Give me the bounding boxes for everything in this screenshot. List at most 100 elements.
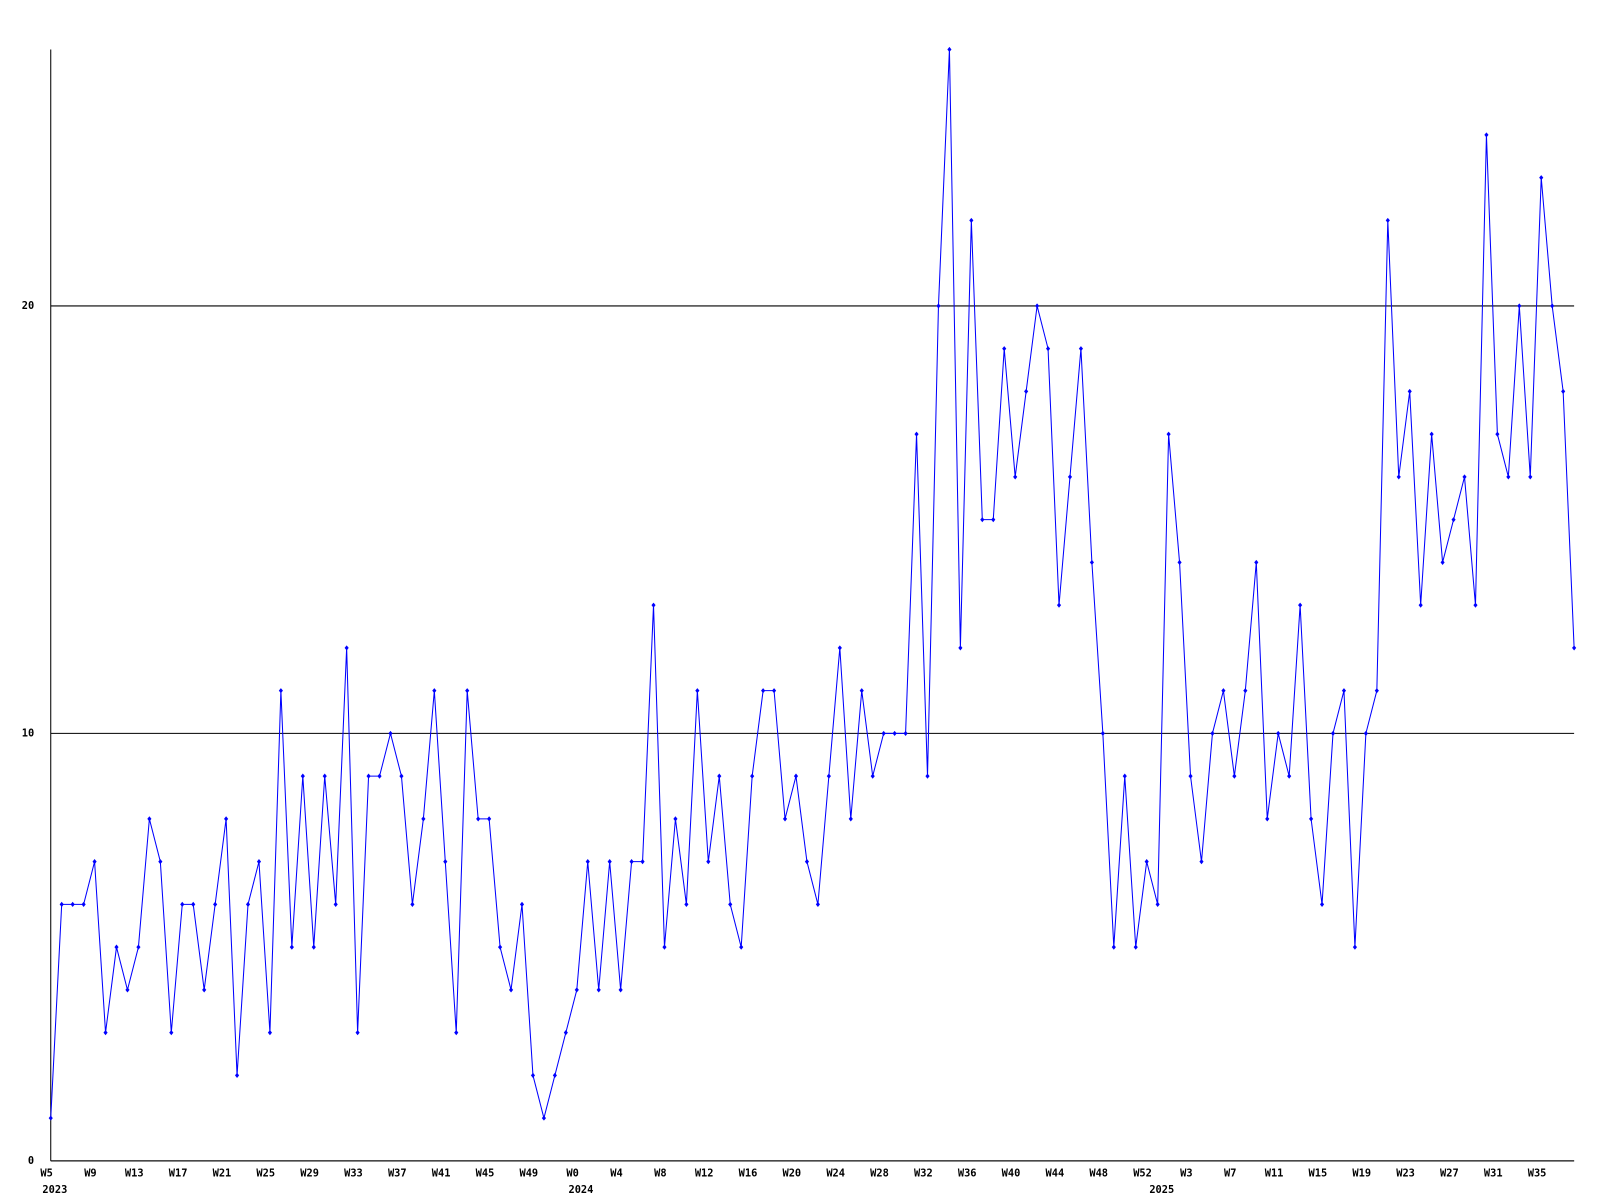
x-tick-label: W20: [783, 1167, 802, 1179]
data-point: [454, 1030, 459, 1036]
data-point: [333, 901, 338, 907]
data-point: [651, 602, 656, 608]
data-point: [728, 901, 733, 907]
x-tick-label: W17: [169, 1167, 188, 1179]
x-tick-label: W29: [300, 1167, 319, 1179]
data-point: [399, 773, 404, 779]
data-point: [991, 517, 996, 523]
x-tick-label: W0: [566, 1167, 578, 1179]
data-point: [476, 816, 481, 822]
data-point: [563, 1030, 568, 1036]
x-tick-label: W44: [1046, 1167, 1065, 1179]
data-point: [1210, 730, 1215, 736]
data-point: [892, 730, 897, 736]
x-year-label: 2025: [1149, 1184, 1174, 1196]
data-point: [1451, 517, 1456, 523]
data-point: [432, 688, 437, 694]
data-point: [1089, 559, 1094, 565]
data-point: [1111, 944, 1116, 950]
data-point: [618, 987, 623, 993]
y-tick-label: 0: [28, 1155, 34, 1167]
data-point: [1495, 431, 1500, 437]
data-point: [1100, 730, 1105, 736]
x-tick-label: W12: [695, 1167, 714, 1179]
data-point: [596, 987, 601, 993]
data-point: [1352, 944, 1357, 950]
data-point: [947, 46, 952, 53]
data-point: [1122, 773, 1127, 779]
data-point: [925, 773, 930, 779]
x-tick-label: W11: [1265, 1167, 1284, 1179]
data-point: [552, 1072, 557, 1078]
data-point: [859, 688, 864, 694]
data-point: [837, 645, 842, 651]
x-tick-label: W40: [1002, 1167, 1021, 1179]
data-point: [1341, 688, 1347, 694]
data-point: [1374, 688, 1379, 694]
x-tick-label: W15: [1309, 1167, 1328, 1179]
data-point: [881, 730, 886, 736]
x-tick-label: W21: [213, 1167, 232, 1179]
data-point: [136, 944, 141, 950]
x-tick-label: W9: [84, 1167, 96, 1179]
x-tick-label: W49: [519, 1167, 538, 1179]
data-point: [147, 816, 152, 822]
data-point: [980, 517, 985, 523]
data-point: [519, 901, 525, 907]
x-tick-label: W25: [256, 1167, 275, 1179]
data-point: [1199, 859, 1204, 865]
data-point: [662, 944, 667, 950]
data-point: [1276, 730, 1281, 736]
data-point: [1067, 474, 1073, 480]
x-tick-label: W13: [125, 1167, 144, 1179]
data-point: [1254, 559, 1259, 565]
data-point: [673, 816, 678, 822]
data-point: [815, 901, 820, 907]
data-point: [541, 1115, 546, 1121]
data-point: [761, 688, 766, 694]
data-point: [487, 816, 492, 822]
x-tick-label: W48: [1089, 1167, 1108, 1179]
x-tick-label: W41: [432, 1167, 451, 1179]
x-tick-label: W16: [739, 1167, 758, 1179]
data-point: [607, 859, 612, 865]
data-point: [585, 859, 590, 865]
data-point: [1550, 303, 1555, 309]
data-point: [103, 1030, 108, 1036]
data-point: [771, 688, 777, 694]
data-point: [245, 901, 251, 907]
data-point: [903, 730, 908, 736]
data-point: [1462, 474, 1467, 480]
data-point: [1506, 474, 1511, 480]
data-point: [782, 816, 788, 822]
data-point: [695, 688, 700, 694]
data-point: [443, 859, 448, 865]
data-line: [50, 49, 1575, 1119]
data-point: [870, 773, 875, 779]
x-tick-label: W52: [1133, 1167, 1152, 1179]
data-point: [1396, 474, 1401, 480]
x-tick-label: W19: [1352, 1167, 1371, 1179]
x-tick-label: W28: [870, 1167, 889, 1179]
data-point: [1232, 773, 1237, 779]
x-tick-label: W37: [388, 1167, 407, 1179]
data-point: [125, 987, 130, 993]
data-point: [213, 901, 218, 907]
x-tick-label: W7: [1224, 1167, 1236, 1179]
data-point: [739, 944, 744, 950]
x-tick-label: W32: [914, 1167, 933, 1179]
data-point: [278, 688, 283, 694]
data-point: [1539, 175, 1544, 181]
data-point: [1155, 901, 1160, 907]
data-point: [498, 944, 503, 950]
data-point: [169, 1030, 174, 1036]
x-year-label: 2024: [568, 1184, 593, 1196]
data-point: [410, 901, 415, 907]
x-tick-label: W45: [476, 1167, 495, 1179]
data-point: [1045, 346, 1051, 352]
data-point: [1418, 602, 1423, 608]
data-point: [1166, 431, 1171, 437]
data-point: [114, 944, 119, 950]
data-point: [344, 645, 349, 651]
